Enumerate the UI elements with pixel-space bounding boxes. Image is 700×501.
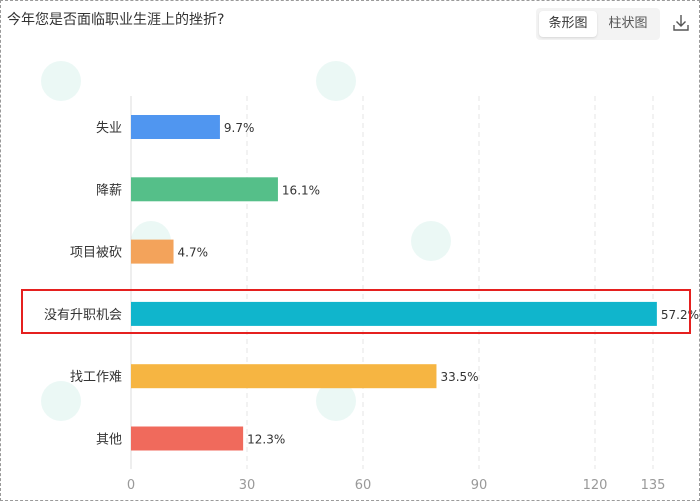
category-label: 降薪 (96, 183, 122, 198)
watermark-logo (316, 61, 356, 101)
chart-type-toggle: 条形图 柱状图 (536, 8, 660, 40)
category-label: 失业 (96, 121, 122, 136)
bar (131, 301, 657, 326)
x-tick-label: 120 (583, 478, 608, 493)
bar (131, 115, 220, 139)
data-label: 12.3% (247, 433, 285, 447)
category-label: 找工作难 (70, 370, 122, 385)
category-label: 项目被砍 (70, 246, 122, 261)
tab-bar-chart[interactable]: 条形图 (539, 11, 597, 37)
x-tick-label: 60 (355, 478, 372, 493)
bar (131, 239, 174, 264)
watermark-logo (41, 61, 81, 101)
category-label: 没有升职机会 (44, 308, 122, 323)
bar (131, 364, 437, 389)
chart-title: 今年您是否面临职业生涯上的挫折? (7, 12, 225, 28)
data-label: 16.1% (282, 183, 320, 197)
x-tick-label: 0 (127, 478, 135, 493)
x-tick-label: 135 (641, 478, 666, 493)
x-tick-label: 30 (239, 478, 256, 493)
bar (131, 426, 244, 451)
bar (131, 177, 278, 202)
data-label: 4.7% (178, 246, 209, 260)
data-label: 9.7% (224, 121, 255, 135)
tab-column-chart[interactable]: 柱状图 (608, 16, 648, 31)
x-tick-label: 90 (471, 478, 488, 493)
watermark-logo (41, 381, 81, 421)
data-label: 33.5% (440, 370, 478, 384)
watermark-logo (411, 221, 451, 261)
category-label: 其他 (96, 433, 122, 448)
data-label: 57.2% (661, 308, 699, 322)
download-icon[interactable] (671, 13, 691, 33)
